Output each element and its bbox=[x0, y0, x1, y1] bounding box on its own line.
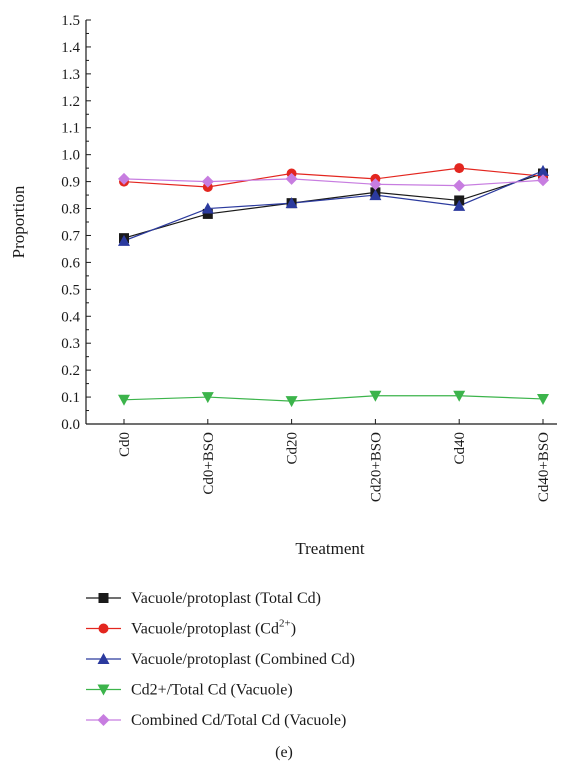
legend-marker bbox=[98, 593, 109, 603]
data-point-series-3 bbox=[369, 189, 382, 201]
legend: Vacuole/protoplast (Total Cd) Vacuole/pro… bbox=[86, 590, 355, 729]
legend-label: Vacuole/protoplast (Cd2+) bbox=[131, 618, 296, 638]
data-point-series-3 bbox=[201, 202, 214, 214]
y-tick-label: 0.7 bbox=[61, 228, 80, 244]
legend-marker bbox=[97, 684, 110, 696]
series-line-5 bbox=[123, 178, 544, 187]
data-point-series-1 bbox=[202, 208, 213, 219]
data-point-series-5 bbox=[369, 178, 382, 191]
data-point-series-4 bbox=[453, 390, 466, 402]
legend-marker bbox=[98, 623, 109, 634]
y-tick-label: 1.2 bbox=[61, 94, 80, 110]
data-point-series-4 bbox=[118, 394, 130, 406]
y-tick-label: 0.1 bbox=[61, 390, 80, 406]
series-line-1 bbox=[123, 172, 544, 239]
x-tick-label: Cd20 bbox=[285, 432, 301, 465]
legend-label: Vacuole/protoplast (Combined Cd) bbox=[131, 651, 355, 668]
y-tick-label: 0.4 bbox=[61, 309, 80, 325]
data-point-series-3 bbox=[453, 199, 466, 211]
series-markers bbox=[118, 163, 549, 408]
x-tick-label: Cd20+BSO bbox=[368, 432, 384, 502]
data-point-series-4 bbox=[285, 396, 298, 408]
y-tick-label: 0.9 bbox=[61, 175, 80, 191]
legend-marker bbox=[97, 653, 110, 664]
y-tick-label: 1.1 bbox=[61, 121, 80, 137]
y-tick-label: 0.5 bbox=[61, 282, 80, 298]
y-tick-label: 0.2 bbox=[61, 363, 80, 379]
y-tick-label: 1.0 bbox=[61, 148, 80, 164]
series-line-2 bbox=[123, 167, 544, 188]
y-axis-title: Proportion bbox=[9, 185, 28, 258]
x-tick-label: Cd0+BSO bbox=[201, 432, 217, 495]
data-point-series-5 bbox=[285, 172, 298, 185]
data-point-series-5 bbox=[453, 179, 466, 192]
legend-label: Vacuole/protoplast (Total Cd) bbox=[131, 590, 321, 607]
data-point-series-3 bbox=[118, 234, 130, 246]
data-point-series-2 bbox=[454, 163, 465, 174]
axis-ticks: 0.0 0.1 0.2 0.3 0.4 0.5 0.6 0.7 0.8 0.9 1.0 1.1 1.2 1… bbox=[61, 13, 552, 502]
data-point-series-4 bbox=[201, 392, 214, 404]
legend-item-1: Vacuole/protoplast (Total Cd) bbox=[86, 590, 321, 607]
legend-label: Cd2+/Total Cd (Vacuole) bbox=[131, 682, 293, 699]
x-tick-label: Cd0 bbox=[117, 432, 133, 457]
x-tick-label: Cd40+BSO bbox=[536, 432, 552, 502]
series-line-3 bbox=[123, 170, 544, 242]
legend-item-4: Cd2+/Total Cd (Vacuole) bbox=[86, 682, 293, 699]
data-point-series-4 bbox=[369, 390, 382, 402]
data-point-series-4 bbox=[537, 393, 549, 405]
y-tick-label: 0.6 bbox=[61, 255, 80, 271]
series-lines bbox=[123, 167, 544, 402]
legend-item-3: Vacuole/protoplast (Combined Cd) bbox=[86, 651, 355, 668]
legend-item-2: Vacuole/protoplast (Cd2+) bbox=[86, 618, 296, 638]
series-line-4 bbox=[123, 395, 544, 402]
data-point-series-5 bbox=[537, 174, 549, 187]
y-tick-label: 0.0 bbox=[61, 417, 80, 433]
y-tick-label: 1.5 bbox=[61, 13, 80, 29]
y-tick-label: 1.4 bbox=[61, 40, 80, 56]
y-tick-label: 0.8 bbox=[61, 202, 80, 218]
data-point-series-5 bbox=[201, 175, 214, 188]
data-point-series-3 bbox=[285, 197, 298, 209]
y-tick-label: 0.3 bbox=[61, 336, 80, 352]
legend-item-5: Combined Cd/Total Cd (Vacuole) bbox=[86, 712, 346, 729]
plot-axes bbox=[85, 20, 557, 425]
figure-caption: (e) bbox=[275, 744, 293, 761]
x-tick-label: Cd40 bbox=[452, 432, 468, 465]
legend-marker bbox=[97, 714, 110, 726]
y-tick-label: 1.3 bbox=[61, 67, 80, 83]
x-axis-title: Treatment bbox=[295, 539, 365, 558]
data-point-series-5 bbox=[118, 172, 130, 185]
legend-label: Combined Cd/Total Cd (Vacuole) bbox=[131, 712, 346, 729]
data-point-series-3 bbox=[537, 164, 549, 176]
